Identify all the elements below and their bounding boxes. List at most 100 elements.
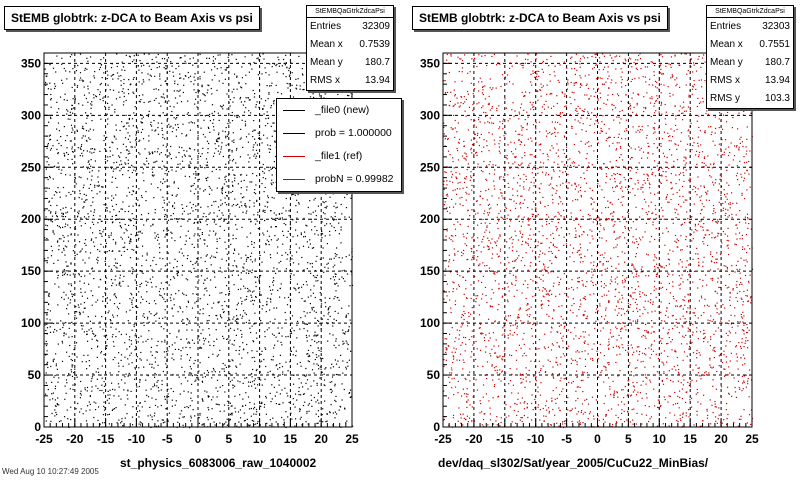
data-point <box>98 286 100 288</box>
data-point <box>173 90 175 92</box>
data-point <box>84 262 86 264</box>
data-point <box>218 119 220 121</box>
data-point <box>199 76 201 78</box>
data-point <box>296 199 298 201</box>
data-point <box>575 53 577 55</box>
data-point <box>237 318 239 320</box>
data-point <box>273 99 275 102</box>
data-point <box>49 212 52 214</box>
data-point <box>119 222 121 224</box>
data-point <box>653 105 655 107</box>
data-point <box>100 233 102 235</box>
data-point <box>264 378 266 380</box>
data-point <box>551 317 554 319</box>
data-point <box>747 383 749 385</box>
data-point <box>195 188 197 190</box>
data-point <box>524 155 526 157</box>
data-point <box>528 220 530 222</box>
data-point <box>62 207 64 209</box>
data-point <box>186 306 188 308</box>
data-point <box>549 80 551 82</box>
data-point <box>146 284 148 286</box>
data-point <box>191 339 194 341</box>
data-point <box>153 256 155 258</box>
data-point <box>643 96 645 98</box>
data-point <box>56 192 58 194</box>
data-point <box>114 389 116 391</box>
data-point <box>184 371 186 373</box>
data-point <box>647 300 649 302</box>
data-point <box>491 364 493 366</box>
data-point <box>52 231 54 233</box>
data-point <box>558 284 560 286</box>
data-point <box>341 399 343 401</box>
data-point <box>271 82 273 84</box>
data-point <box>233 344 235 346</box>
data-point <box>669 292 671 294</box>
data-point <box>79 280 81 282</box>
data-point <box>118 91 120 93</box>
data-point <box>158 243 160 245</box>
data-point <box>51 393 53 395</box>
data-point <box>127 162 129 165</box>
data-point <box>448 254 450 256</box>
data-point <box>279 296 281 298</box>
data-point <box>489 270 491 272</box>
data-point <box>560 316 562 318</box>
data-point <box>201 398 203 400</box>
data-point <box>201 84 203 86</box>
data-point <box>122 425 124 427</box>
data-point <box>227 218 230 220</box>
data-point <box>282 371 284 373</box>
data-point <box>221 292 223 294</box>
data-point <box>147 73 149 75</box>
data-point <box>484 55 486 57</box>
data-point <box>241 336 243 338</box>
data-point <box>214 219 216 221</box>
data-point <box>140 114 142 116</box>
data-point <box>345 315 347 318</box>
data-point <box>165 146 167 148</box>
data-point <box>511 250 514 252</box>
data-point <box>523 188 525 190</box>
data-point <box>124 342 126 344</box>
data-point <box>277 246 279 248</box>
data-point <box>190 415 192 417</box>
data-point <box>637 320 639 322</box>
data-point <box>156 385 158 387</box>
data-point <box>672 314 674 317</box>
data-point <box>208 395 210 398</box>
data-point <box>344 407 346 409</box>
data-point <box>166 399 168 401</box>
data-point <box>506 74 509 76</box>
data-point <box>88 401 90 403</box>
data-point <box>89 81 91 83</box>
data-point <box>179 307 182 309</box>
data-point <box>107 118 109 120</box>
data-point <box>656 273 658 275</box>
data-point <box>139 402 141 404</box>
data-point <box>253 242 255 244</box>
data-point <box>232 234 234 236</box>
data-point <box>587 213 589 216</box>
data-point <box>260 294 262 296</box>
data-point <box>340 203 342 206</box>
data-point <box>85 244 87 246</box>
data-point <box>106 113 108 115</box>
data-point <box>232 265 234 267</box>
data-point <box>326 243 328 245</box>
data-point <box>65 206 67 209</box>
data-point <box>261 73 263 75</box>
data-point <box>465 115 467 117</box>
data-point <box>662 215 664 217</box>
data-point <box>221 106 223 108</box>
data-point <box>223 410 225 412</box>
data-point <box>138 416 140 418</box>
data-point <box>344 216 346 218</box>
data-point <box>203 239 205 241</box>
data-point <box>224 78 226 80</box>
data-point <box>315 277 317 279</box>
data-point <box>341 307 343 309</box>
data-point <box>87 213 89 215</box>
data-point <box>161 58 163 60</box>
